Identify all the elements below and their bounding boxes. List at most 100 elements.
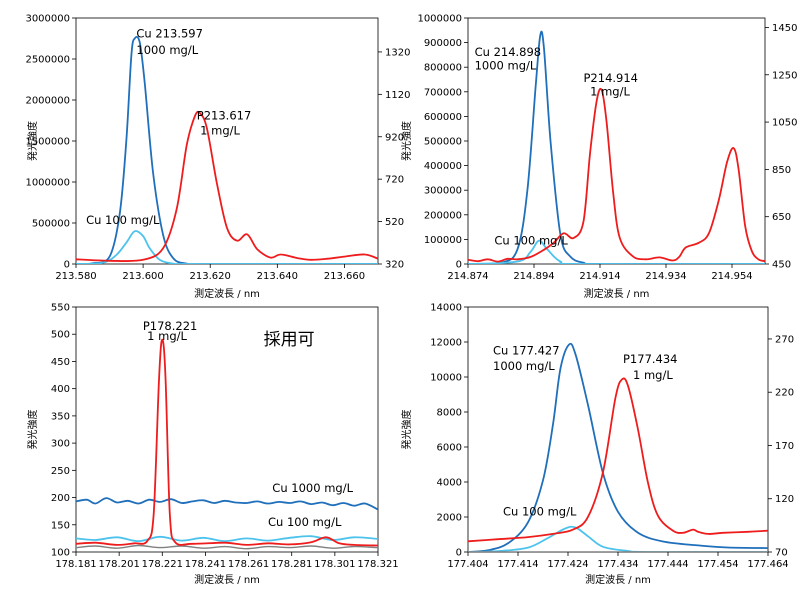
- x-tick-label: 177.454: [697, 559, 738, 570]
- peak-annotation: Cu 100 mg/L: [494, 233, 568, 247]
- y-tick-label: 900000: [424, 38, 462, 49]
- x-tick-label: 213.640: [257, 271, 298, 282]
- x-tick-label: 177.404: [447, 559, 488, 570]
- x-tick-label: 178.181: [55, 559, 96, 570]
- x-tick-label: 178.221: [142, 559, 183, 570]
- y-tick-label: 6000: [437, 443, 462, 454]
- y-tick-label: 2000: [437, 513, 462, 524]
- peak-annotation: P214.914: [584, 71, 639, 85]
- x-tick-label: 213.600: [122, 271, 163, 282]
- x-tick-label: 178.321: [357, 559, 398, 570]
- y-tick-label: 12000: [430, 338, 462, 349]
- y-tick-label: 2000000: [25, 96, 70, 107]
- x-tick-label: 214.874: [447, 271, 488, 282]
- y-tick-label: 10000: [430, 373, 462, 384]
- peak-annotation: 1 mg/L: [147, 329, 187, 343]
- chart-3: 178.181 178.201 178.221 178.241 178.261 178.2…: [26, 303, 399, 587]
- x-tick-label: 178.301: [314, 559, 355, 570]
- y2-tick-label: 650: [772, 212, 791, 223]
- y-tick-label: 500000: [32, 219, 70, 230]
- chart-4: 177.404 177.414 177.424 177.434 177.444 177.4…: [400, 303, 794, 587]
- plot-frame: [75, 306, 379, 553]
- y2-tick-label: 170: [775, 441, 794, 452]
- y-tick-label: 300000: [424, 186, 462, 197]
- x-axis-label: 測定波長 / nm: [194, 287, 260, 300]
- y-tick-label: 0: [456, 548, 462, 559]
- peak-annotation: P213.617: [197, 109, 252, 123]
- y-tick-label: 700000: [424, 87, 462, 98]
- peak-annotation: Cu 177.427: [493, 343, 560, 357]
- y-tick-label: 300: [51, 439, 70, 450]
- y2-tick-label: 120: [775, 494, 794, 505]
- x-tick-label: 214.914: [579, 271, 620, 282]
- y2-tick-label: 450: [772, 260, 791, 271]
- series-line-3: [76, 110, 378, 263]
- y-axis-label: 発光強度: [400, 410, 413, 450]
- x-tick-label: 178.281: [271, 559, 312, 570]
- y-tick-label: 200000: [424, 210, 462, 221]
- series-line-1: [468, 342, 768, 552]
- peak-annotation: Cu 1000 mg/L: [272, 481, 353, 495]
- x-tick-label: 177.444: [647, 559, 688, 570]
- peak-annotation: Cu 100 mg/L: [503, 504, 577, 518]
- x-axis-label: 測定波長 / nm: [584, 287, 650, 300]
- peak-annotation: Cu 100 mg/L: [86, 213, 160, 227]
- series-line-2: [76, 230, 378, 264]
- y-tick-label: 100000: [424, 235, 462, 246]
- x-tick-label: 178.261: [228, 559, 269, 570]
- y-tick-label: 400: [51, 384, 70, 395]
- chart-2: 214.874 214.894 214.914 214.934 214.954 0 1000…: [400, 14, 797, 301]
- peak-annotation: 1000 mg/L: [493, 359, 555, 373]
- x-axis-label: 測定波長 / nm: [585, 573, 651, 586]
- peak-annotation: Cu 100 mg/L: [268, 515, 342, 529]
- peak-annotation: 1 mg/L: [200, 123, 240, 137]
- y-tick-label: 1000000: [417, 14, 462, 25]
- y2-tick-label: 1050: [772, 118, 797, 129]
- x-tick-label: 178.201: [98, 559, 139, 570]
- y-tick-label: 500: [51, 330, 70, 341]
- y-tick-label: 2500000: [25, 55, 70, 66]
- y-tick-label: 400000: [424, 161, 462, 172]
- y2-tick-label: 720: [385, 175, 404, 186]
- y-axis-label: 発光強度: [26, 121, 39, 161]
- chart-1: 213.580 213.600 213.620 213.640 213.660 0 5000…: [25, 14, 410, 301]
- series-line-1: [76, 497, 378, 511]
- y2-tick-label: 920: [385, 132, 404, 143]
- y2-tick-label: 220: [775, 388, 794, 399]
- peak-annotation: Cu 213.597: [136, 27, 203, 41]
- y-tick-label: 500000: [424, 137, 462, 148]
- y-tick-label: 1500000: [25, 137, 70, 148]
- x-tick-label: 177.464: [747, 559, 788, 570]
- peak-annotation: Cu 214.898: [475, 45, 542, 59]
- peak-annotation: 1 mg/L: [590, 84, 630, 98]
- x-tick-label: 178.241: [185, 559, 226, 570]
- y-tick-label: 600000: [424, 112, 462, 123]
- y-axis-label: 発光強度: [26, 410, 39, 450]
- x-tick-label: 213.580: [55, 271, 96, 282]
- peak-annotation: 1 mg/L: [633, 368, 673, 382]
- x-tick-label: 214.894: [513, 271, 554, 282]
- y2-tick-label: 1250: [772, 70, 797, 81]
- y-tick-label: 550: [51, 303, 70, 314]
- x-tick-label: 177.434: [597, 559, 638, 570]
- y-tick-label: 150: [51, 520, 70, 531]
- peak-annotation: P178.221: [143, 319, 198, 333]
- x-tick-label: 177.424: [547, 559, 588, 570]
- x-axis-label: 測定波長 / nm: [194, 573, 260, 586]
- x-tick-label: 213.620: [190, 271, 231, 282]
- series-line-4: [468, 377, 768, 543]
- y2-tick-label: 1120: [385, 90, 410, 101]
- y2-tick-label: 320: [385, 260, 404, 271]
- y2-tick-label: 270: [775, 334, 794, 345]
- series-line-2: [76, 535, 378, 543]
- y-tick-label: 0: [456, 260, 462, 271]
- x-tick-label: 177.414: [497, 559, 538, 570]
- y-tick-label: 1000000: [25, 178, 70, 189]
- y-tick-label: 14000: [430, 303, 462, 314]
- series-line-4: [76, 338, 378, 547]
- y-tick-label: 3000000: [25, 14, 70, 25]
- y-axis-label: 発光強度: [400, 121, 413, 161]
- y2-tick-label: 1450: [772, 23, 797, 34]
- status-annotation: 採用可: [264, 330, 315, 350]
